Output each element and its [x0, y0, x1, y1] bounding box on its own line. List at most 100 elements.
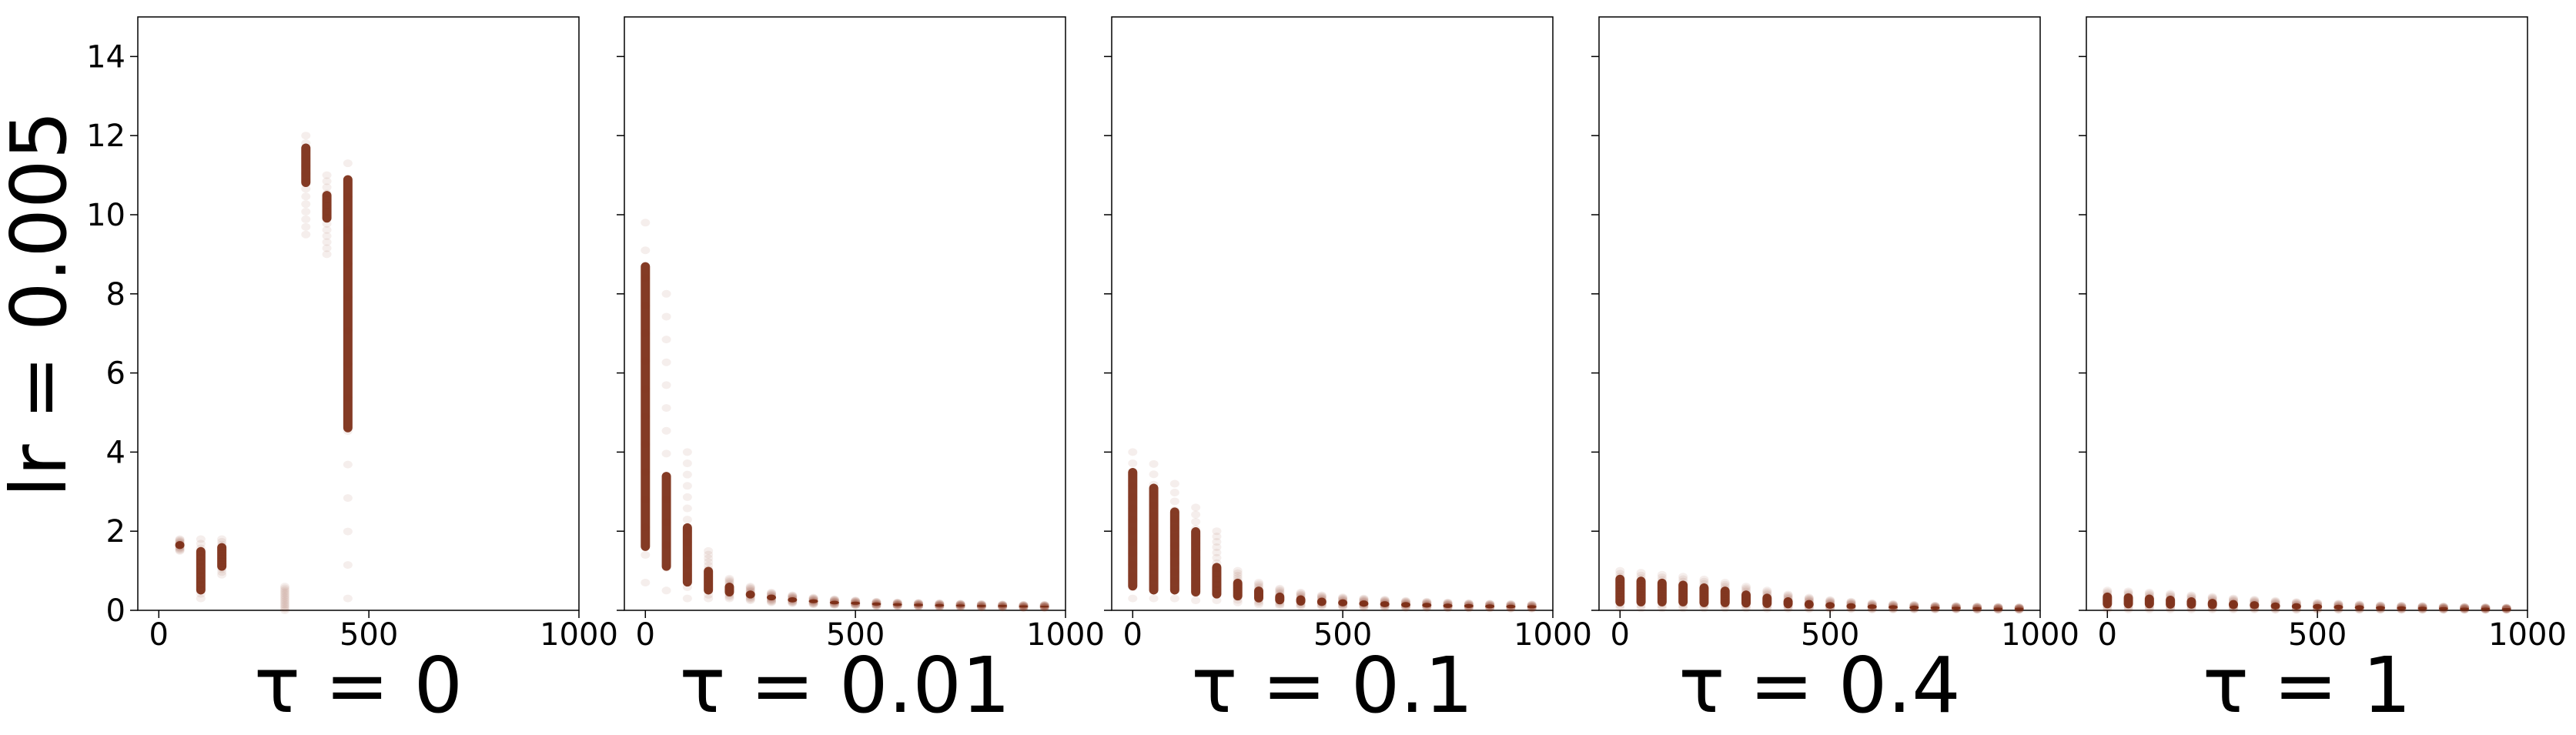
- scatter-column: [2376, 601, 2385, 614]
- scatter-point: [196, 594, 206, 603]
- x-tick-label: 0: [1123, 617, 1142, 653]
- scatter-point: [1191, 517, 1201, 526]
- scatter-core: [1485, 604, 1495, 609]
- scatter-core: [2397, 606, 2407, 610]
- scatter-point: [175, 546, 185, 555]
- scatter-point: [1169, 488, 1179, 496]
- x-axis-label: τ = 0: [254, 640, 463, 730]
- scatter-point: [682, 448, 692, 456]
- y-tick-label: 8: [106, 277, 125, 312]
- y-tick-label: 10: [86, 198, 125, 233]
- scatter-point: [1783, 590, 1793, 599]
- scatter-column: [280, 583, 289, 614]
- scatter-point: [301, 185, 311, 193]
- scatter-point: [682, 493, 692, 501]
- scatter-core: [1296, 595, 1306, 606]
- y-tick-label: 2: [106, 514, 125, 550]
- scatter-core: [2166, 595, 2176, 609]
- scatter-point: [301, 132, 311, 140]
- scatter-column: [1233, 566, 1243, 606]
- scatter-point: [682, 459, 692, 468]
- scatter-column: [704, 546, 714, 603]
- scatter-point: [1254, 580, 1263, 589]
- scatter-column: [935, 599, 945, 611]
- scatter-point: [788, 591, 798, 600]
- scatter-point: [1615, 604, 1625, 613]
- scatter-point: [301, 230, 311, 239]
- scatter-point: [1316, 591, 1326, 600]
- scatter-core: [217, 543, 227, 571]
- scatter-point: [1657, 573, 1667, 582]
- scatter-core: [829, 600, 839, 605]
- scatter-core: [1615, 574, 1625, 606]
- scatter-point: [1699, 577, 1709, 586]
- scatter-point: [1254, 579, 1263, 587]
- scatter-point: [301, 215, 311, 223]
- scatter-core: [2207, 599, 2217, 610]
- scatter-point: [1275, 587, 1285, 596]
- scatter-column: [343, 159, 353, 603]
- scatter-core: [1951, 606, 1961, 610]
- scatter-column: [1804, 593, 1814, 613]
- scatter-core: [788, 597, 798, 603]
- x-tick-label: 1000: [1514, 617, 1592, 653]
- y-tick-label: 0: [106, 593, 125, 629]
- scatter-point: [1169, 497, 1179, 506]
- scatter-point: [1615, 566, 1625, 575]
- scatter-column: [1254, 579, 1263, 609]
- scatter-point: [280, 606, 289, 614]
- scatter-core: [1275, 592, 1285, 605]
- scatter-core: [322, 191, 332, 223]
- scatter-point: [196, 540, 206, 548]
- scatter-point: [343, 159, 353, 168]
- scatter-core: [2313, 603, 2323, 610]
- scatter-point: [2501, 603, 2511, 612]
- scatter-core: [641, 262, 651, 551]
- scatter-column: [1889, 600, 1898, 613]
- scatter-point: [322, 244, 332, 252]
- scatter-column: [1783, 590, 1793, 613]
- scatter-core: [343, 175, 353, 433]
- scatter-point: [1678, 604, 1688, 613]
- scatter-point: [343, 527, 353, 536]
- scatter-column: [1636, 569, 1646, 613]
- scatter-point: [322, 226, 332, 234]
- scatter-point: [280, 597, 289, 606]
- y-tick-label: 4: [106, 435, 125, 470]
- scatter-point: [280, 599, 289, 607]
- scatter-point: [343, 561, 353, 570]
- scatter-point: [1128, 459, 1138, 468]
- scatter-point: [1380, 596, 1390, 604]
- scatter-point: [322, 183, 332, 192]
- scatter-point: [280, 584, 289, 593]
- scatter-column: [2270, 596, 2280, 614]
- scatter-core: [1212, 563, 1222, 599]
- scatter-point: [704, 554, 714, 563]
- scatter-column: [1741, 583, 1751, 613]
- scatter-column: [2103, 586, 2113, 613]
- scatter-core: [2291, 603, 2301, 610]
- scatter-point: [661, 336, 671, 344]
- scatter-column: [1951, 602, 1961, 613]
- x-tick-label: 1000: [1026, 617, 1105, 653]
- scatter-column: [914, 599, 923, 611]
- scatter-point: [2270, 596, 2280, 605]
- scatter-point: [1338, 593, 1348, 602]
- scatter-core: [1019, 605, 1029, 608]
- scatter-point: [1657, 570, 1667, 579]
- scatter-point: [1636, 569, 1646, 577]
- scatter-core: [1636, 576, 1646, 606]
- scatter-point: [343, 494, 353, 503]
- scatter-core: [1380, 601, 1390, 607]
- scatter-column: [2313, 599, 2323, 614]
- scatter-point: [1191, 510, 1201, 519]
- scatter-point: [301, 192, 311, 201]
- x-tick-label: 0: [149, 617, 169, 653]
- scatter-column: [2186, 591, 2196, 613]
- scatter-point: [1212, 553, 1222, 562]
- scatter-column: [1485, 600, 1495, 613]
- scatter-point: [661, 426, 671, 435]
- scatter-column: [322, 171, 332, 259]
- scatter-core: [1401, 602, 1410, 608]
- scatter-core: [2123, 593, 2133, 609]
